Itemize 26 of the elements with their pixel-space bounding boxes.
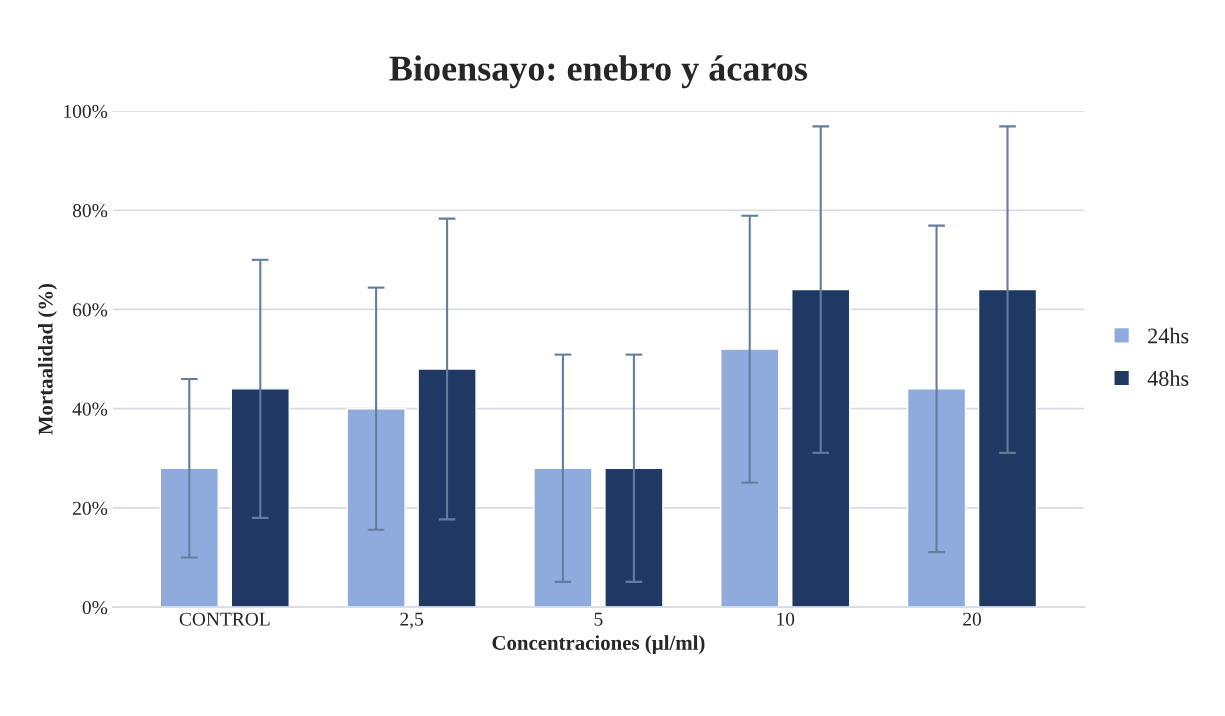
y-tick-label: 20% bbox=[73, 501, 108, 515]
bar bbox=[533, 467, 593, 608]
bar bbox=[791, 288, 851, 608]
chart-title: Bioensayo: enebro y ácaros bbox=[389, 55, 808, 89]
x-tick-label: 20 bbox=[963, 612, 982, 626]
y-tick-label: 80% bbox=[72, 204, 108, 218]
bar bbox=[230, 388, 290, 608]
x-axis-title: Concentraciones (µl/ml) bbox=[492, 635, 705, 655]
y-tick-label: 0% bbox=[82, 600, 108, 615]
legend-label: 24hs bbox=[1148, 327, 1189, 344]
bar bbox=[720, 348, 780, 608]
bar bbox=[159, 467, 219, 608]
x-tick-label: 10 bbox=[777, 612, 795, 626]
y-tick-label: 100% bbox=[64, 104, 108, 118]
y-tick-label: 40% bbox=[72, 402, 108, 416]
bar bbox=[906, 388, 967, 608]
bar bbox=[417, 368, 477, 608]
y-axis-title: Mortaalidad (%) bbox=[38, 283, 57, 435]
x-tick-label: 5 bbox=[594, 612, 603, 626]
legend-label: 48hs bbox=[1147, 370, 1189, 386]
y-tick-label: 60% bbox=[73, 303, 108, 317]
bar bbox=[977, 288, 1038, 608]
bar bbox=[604, 467, 664, 608]
x-tick-label: 2,5 bbox=[400, 612, 423, 629]
x-tick-label: CONTROL bbox=[179, 612, 270, 626]
bar bbox=[346, 407, 406, 608]
